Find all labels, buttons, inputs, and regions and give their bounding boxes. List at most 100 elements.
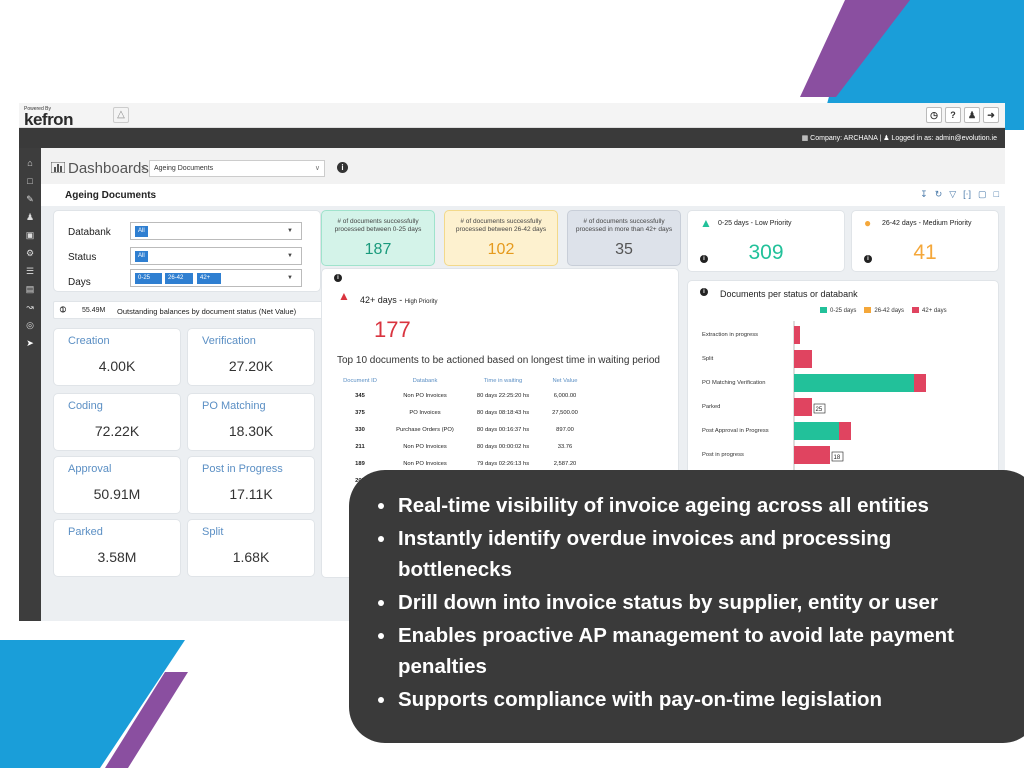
outstanding-label: Outstanding balances by document status … bbox=[117, 307, 297, 316]
cell-net-value: 27,500.00 bbox=[552, 409, 578, 416]
stat-card-creation[interactable]: Creation 4.00K bbox=[53, 328, 181, 386]
cell-time-waiting: 80 days 00:16:37 hs bbox=[476, 426, 530, 433]
app-window: Powered By kefron △ ◷ ? ♟ ➜ ▦ Company: A… bbox=[19, 103, 1005, 621]
home-icon[interactable]: ⌂ bbox=[27, 158, 33, 168]
bar-segment[interactable] bbox=[794, 398, 812, 416]
info-icon[interactable]: i bbox=[337, 162, 348, 173]
user-icon[interactable]: ♟ bbox=[964, 107, 980, 123]
stat-card-approval[interactable]: Approval 50.91M bbox=[53, 456, 181, 514]
bar-segment[interactable] bbox=[914, 374, 926, 392]
info-icon[interactable]: ➀ bbox=[60, 307, 66, 314]
processed-card-0-25[interactable]: # of documents successfully processed be… bbox=[321, 210, 435, 266]
dashboard-select[interactable]: Ageing Documents ∨ bbox=[149, 160, 325, 177]
cell-net-value: 2,587.20 bbox=[553, 460, 577, 467]
legend-item-26-42[interactable]: 26-42 days bbox=[864, 307, 904, 314]
report-icon[interactable]: ▤ bbox=[25, 284, 35, 294]
medium-priority-card[interactable]: ● 26-42 days - Medium Priority i 41 bbox=[851, 210, 999, 272]
document-icon[interactable]: □ bbox=[27, 176, 33, 186]
column-header[interactable]: Net Value bbox=[552, 378, 578, 384]
stat-card-verification[interactable]: Verification 27.20K bbox=[187, 328, 315, 386]
variable-icon[interactable]: [⋅] bbox=[963, 189, 972, 199]
table-row[interactable]: 211 Non PO Invoices 80 days 00:00:02 hs … bbox=[337, 438, 591, 455]
column-header[interactable]: Databank bbox=[412, 378, 438, 384]
processed-card-42-plus[interactable]: # of documents successfully processed in… bbox=[567, 210, 681, 266]
databank-chip[interactable]: All bbox=[135, 226, 148, 237]
table-row[interactable]: 189 Non PO Invoices 79 days 02:26:13 hs … bbox=[337, 455, 591, 472]
days-chip-0-25[interactable]: 0-25 bbox=[135, 273, 162, 284]
status-select[interactable]: All ▼ bbox=[130, 247, 302, 265]
top-right-toolbar: ◷ ? ♟ ➜ bbox=[926, 107, 999, 123]
session-info: ▦ Company: ARCHANA | ♟ Logged in as: adm… bbox=[801, 135, 997, 142]
feature-bullet: Enables proactive AP management to avoid… bbox=[377, 620, 997, 682]
legend-item-0-25[interactable]: 0-25 days bbox=[820, 307, 856, 314]
bar-segment[interactable] bbox=[794, 350, 812, 368]
days-chip-42-plus[interactable]: 42+ bbox=[197, 273, 221, 284]
bar-chart: Extraction in progress Split PO Matching V… bbox=[702, 321, 926, 481]
chart-icon[interactable]: ↝ bbox=[26, 302, 34, 312]
stat-value: 1.68K bbox=[232, 549, 270, 565]
stat-card-coding[interactable]: Coding 72.22K bbox=[53, 393, 181, 451]
stat-value: 17.11K bbox=[229, 486, 273, 502]
help-icon[interactable]: ? bbox=[945, 107, 961, 123]
info-icon[interactable]: i bbox=[700, 255, 708, 263]
comment-icon[interactable]: □ bbox=[993, 189, 999, 199]
page-title: Dashboards bbox=[68, 160, 149, 177]
thumbs-up-icon: ▲ bbox=[700, 216, 712, 230]
status-chip[interactable]: All bbox=[135, 251, 148, 262]
table-title: Top 10 documents to be actioned based on… bbox=[337, 355, 660, 366]
list-icon[interactable]: ☰ bbox=[25, 266, 35, 276]
info-icon[interactable]: i bbox=[700, 288, 708, 296]
filter-clear-icon[interactable]: ▽ bbox=[949, 189, 957, 199]
stat-card-po-matching[interactable]: PO Matching 18.30K bbox=[187, 393, 315, 451]
stat-card-split[interactable]: Split 1.68K bbox=[187, 519, 315, 577]
clock-icon[interactable]: ◷ bbox=[926, 107, 942, 123]
status-label: Status bbox=[68, 252, 97, 263]
category-label: PO Matching Verification bbox=[702, 380, 765, 386]
bar-segment[interactable] bbox=[794, 326, 800, 344]
stat-label: Parked bbox=[68, 526, 103, 538]
info-icon[interactable]: i bbox=[334, 274, 342, 282]
info-icon[interactable]: i bbox=[864, 255, 872, 263]
column-header[interactable]: Document ID bbox=[343, 378, 377, 384]
data-label: 25 bbox=[816, 407, 823, 413]
download-icon[interactable]: ↧ bbox=[920, 189, 928, 199]
table-row[interactable]: 330 Purchase Orders (PO) 80 days 00:16:3… bbox=[337, 421, 591, 438]
processed-card-26-42[interactable]: # of documents successfully processed be… bbox=[444, 210, 558, 266]
bar-segment[interactable] bbox=[794, 374, 914, 392]
category-label: Extraction in progress bbox=[702, 332, 758, 338]
edit-icon[interactable]: ✎ bbox=[26, 194, 34, 204]
days-chip-26-42[interactable]: 26-42 bbox=[165, 273, 193, 284]
bar-segment[interactable] bbox=[839, 422, 851, 440]
column-header[interactable]: Time in waiting bbox=[483, 378, 523, 384]
table-row[interactable]: 375 PO Invoices 80 days 08:18:43 hs 27,5… bbox=[337, 404, 591, 421]
bar-chart-icon bbox=[51, 162, 65, 173]
processed-value: 35 bbox=[615, 241, 633, 258]
stat-label: Split bbox=[202, 526, 224, 538]
users-icon[interactable]: ♟ bbox=[25, 212, 35, 222]
caret-down-icon: ▼ bbox=[287, 228, 293, 234]
stat-card-parked[interactable]: Parked 3.58M bbox=[53, 519, 181, 577]
logout-icon[interactable]: ➜ bbox=[983, 107, 999, 123]
refresh-icon[interactable]: ↻ bbox=[934, 189, 943, 199]
legend-item-42-plus[interactable]: 42+ days bbox=[912, 307, 947, 314]
bell-icon[interactable]: △ bbox=[113, 107, 129, 123]
bar-segment[interactable] bbox=[794, 446, 830, 464]
blue-shape-bottom-left bbox=[0, 640, 185, 768]
cell-document-id: 189 bbox=[355, 460, 365, 467]
bar-segment[interactable] bbox=[794, 422, 839, 440]
globe-icon[interactable]: ◎ bbox=[26, 320, 34, 330]
expand-icon[interactable]: ▢ bbox=[978, 189, 987, 199]
company-label: Company: ARCHANA bbox=[810, 135, 878, 142]
low-priority-card[interactable]: ▲ 0-25 days - Low Priority i 309 bbox=[687, 210, 845, 272]
table-row[interactable]: 345 Non PO Invoices 80 days 22:25:20 hs … bbox=[337, 387, 591, 404]
days-select[interactable]: 0-25 26-42 42+ ▼ bbox=[130, 269, 302, 287]
data-label-box bbox=[813, 403, 826, 414]
cell-databank: Non PO Invoices bbox=[403, 443, 447, 450]
arrow-circle-icon[interactable]: ➤ bbox=[26, 338, 34, 348]
chart-legend: 0-25 days 26-42 days 42+ days bbox=[820, 307, 947, 314]
section-title: Ageing Documents bbox=[65, 190, 157, 201]
stat-card-post-in-progress[interactable]: Post in Progress 17.11K bbox=[187, 456, 315, 514]
databank-select[interactable]: All ▼ bbox=[130, 222, 302, 240]
gear-icon[interactable]: ⚙ bbox=[25, 248, 35, 258]
briefcase-icon[interactable]: ▣ bbox=[25, 230, 35, 240]
